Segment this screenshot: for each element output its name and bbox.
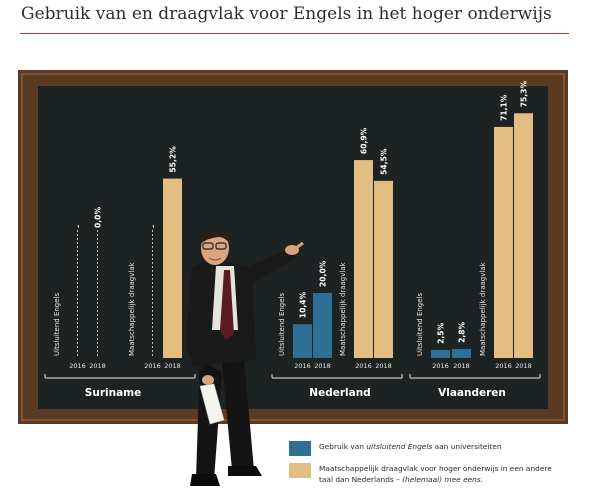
legend-item-english: Gebruik van uitsluitend Engels aan unive… — [289, 441, 502, 456]
year-label-suriname-2018: 2018 — [164, 362, 181, 370]
year-label-vlaanderen-2018: 2018 — [515, 362, 532, 370]
legend-label-english: Gebruik van uitsluitend Engels aan unive… — [319, 442, 502, 451]
year-label-vlaanderen-2016: 2016 — [495, 362, 512, 370]
value-label-english-vlaanderen-2018: 2,8% — [458, 321, 467, 342]
series-label-support-nederland: Maatschappelijk draagvlak — [339, 261, 347, 356]
value-label-english-nederland-2016: 10,4% — [299, 291, 308, 318]
legend-swatch-english — [289, 441, 311, 456]
year-label-vlaanderen-2018: 2018 — [453, 362, 470, 370]
year-label-nederland-2018: 2018 — [375, 362, 392, 370]
value-label-support-vlaanderen-2016: 71,1% — [500, 94, 509, 121]
bar-support-suriname-2018 — [163, 178, 182, 358]
value-label-english-vlaanderen-2016: 2,5% — [437, 322, 446, 343]
value-label-english-suriname-2016: - — [74, 225, 83, 228]
legend-item-support: Maatschappelijk draagvlak voor hoger ond… — [289, 463, 559, 485]
year-label-vlaanderen-2016: 2016 — [432, 362, 449, 370]
value-label-english-suriname-2018: 0,0% — [94, 207, 103, 228]
series-label-support-vlaanderen: Maatschappelijk draagvlak — [479, 261, 487, 356]
value-label-support-suriname-2018: 55,2% — [169, 146, 178, 173]
value-label-support-nederland-2018: 54,5% — [380, 148, 389, 175]
series-label-english-nederland: Uitsluitend Engels — [278, 293, 286, 356]
bar-support-nederland-2016 — [354, 160, 373, 358]
year-label-suriname-2016: 2016 — [144, 362, 161, 370]
value-label-support-nederland-2016: 60,9% — [360, 127, 369, 154]
bar-support-vlaanderen-2018 — [514, 113, 533, 359]
year-label-nederland-2016: 2016 — [355, 362, 372, 370]
series-label-english-vlaanderen: Uitsluitend Engels — [416, 293, 424, 356]
legend-swatch-support — [289, 463, 311, 478]
value-label-support-vlaanderen-2018: 75,3% — [520, 81, 529, 108]
title-divider — [20, 33, 569, 34]
bar-english-nederland-2018 — [313, 293, 332, 358]
group-label-nederland: Nederland — [309, 387, 370, 399]
bar-support-nederland-2018 — [374, 180, 393, 358]
bar-english-vlaanderen-2018 — [452, 348, 471, 358]
value-label-english-nederland-2018: 20,0% — [319, 260, 328, 287]
series-label-english-suriname: Uitsluitend Engels — [53, 293, 61, 356]
year-label-suriname-2016: 2016 — [69, 362, 86, 370]
year-label-suriname-2018: 2018 — [89, 362, 106, 370]
page-title: Gebruik van en draagvlak voor Engels in … — [21, 4, 552, 24]
year-label-nederland-2018: 2018 — [314, 362, 331, 370]
teacher-illustration — [186, 228, 304, 486]
legend-label-support: Maatschappelijk draagvlak voor hoger ond… — [319, 464, 552, 484]
series-label-support-suriname: Maatschappelijk draagvlak — [128, 261, 136, 356]
group-label-vlaanderen: Vlaanderen — [438, 387, 506, 399]
year-label-nederland-2016: 2016 — [294, 362, 311, 370]
bar-english-nederland-2016 — [293, 324, 312, 358]
group-label-suriname: Suriname — [85, 387, 141, 399]
board-frame-highlight — [21, 73, 565, 421]
bar-english-vlaanderen-2016 — [431, 349, 450, 358]
value-label-support-suriname-2016: - — [149, 225, 158, 228]
bar-support-vlaanderen-2016 — [494, 126, 513, 358]
